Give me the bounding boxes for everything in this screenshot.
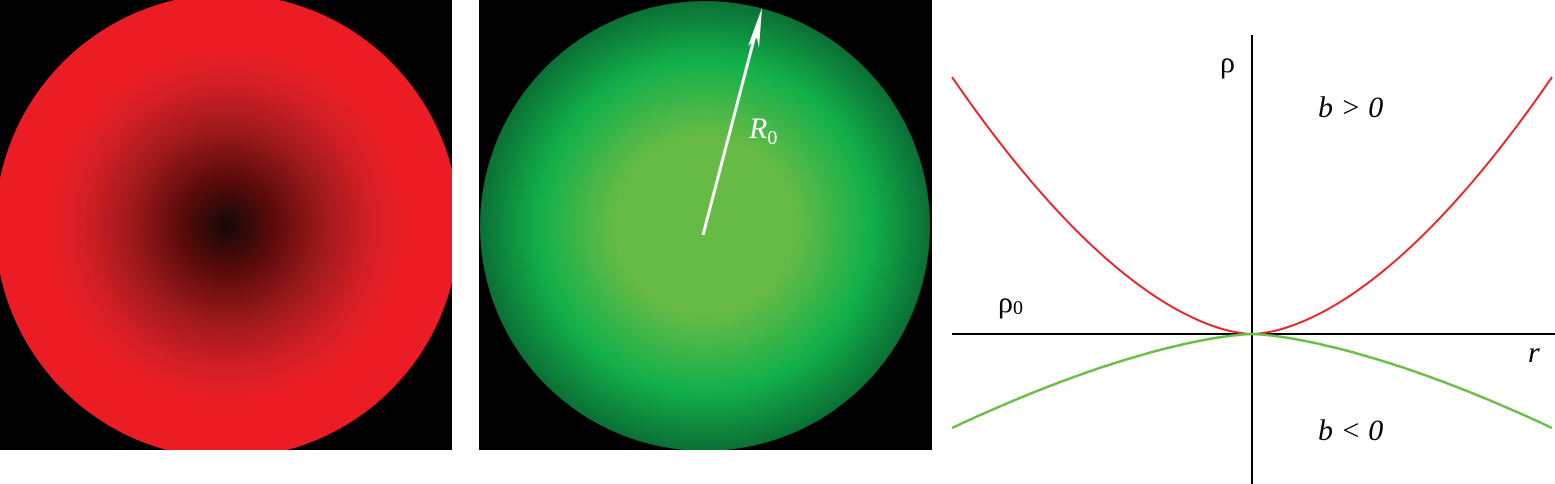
radius-label: R0: [748, 112, 777, 149]
negative-b-curve: [951, 332, 1553, 430]
red-density-disc: [0, 0, 452, 450]
radius-arrow-line: [701, 19, 761, 236]
baseline-label: ρ0: [998, 286, 1023, 319]
radius-arrow-layer: R0: [701, 8, 777, 236]
y-axis-label: ρ: [1220, 46, 1235, 79]
red-density-panel: [0, 0, 452, 450]
green-density-panel: R0: [479, 0, 932, 450]
positive-b-label: b > 0: [1318, 91, 1383, 124]
negative-b-label: b < 0: [1318, 414, 1383, 447]
x-axis-label: r: [1528, 336, 1540, 369]
arrow-head-icon: [748, 8, 762, 48]
